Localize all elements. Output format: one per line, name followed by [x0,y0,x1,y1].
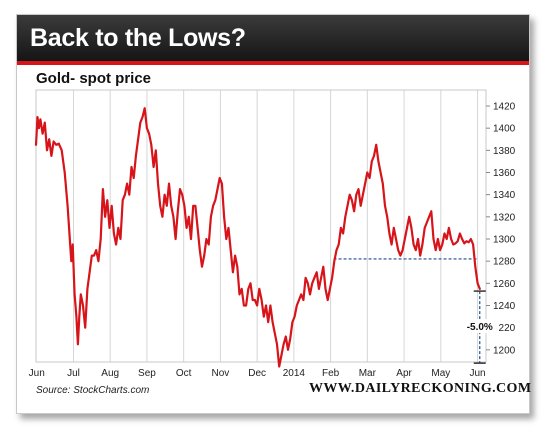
x-tick-label: Jul [67,368,80,379]
y-tick-label: 1280 [493,257,516,268]
x-tick-label: Jun [469,368,485,379]
x-tick-label: Sep [138,368,156,379]
x-tick-label: Oct [176,368,192,379]
grid [72,90,479,362]
x-tick-label: Feb [322,368,340,379]
x-tick-label: May [431,368,450,379]
y-tick-label: 1420 [493,102,516,113]
price-line [34,107,481,368]
y-tick-label: 1360 [493,168,516,179]
y-tick-label: 1340 [493,190,516,201]
y-axis: 1200 1220 1240 1260 1280 1300 1320 1340 1360 1380… [486,102,516,356]
x-tick-label: 2014 [283,368,306,379]
chart-title: Gold- spot price [36,70,152,87]
x-axis: Jun Jul Aug Sep Oct Nov Dec 2014 Feb Mar Apr May Jun [29,368,486,379]
header-bar: Back to the Lows? [17,15,529,61]
x-tick-label: Nov [212,368,230,379]
x-tick-label: Apr [396,368,412,379]
header-accent-rule [17,61,529,65]
series [34,107,481,368]
annotations: -5.0% [333,258,499,364]
source-note: Source: StockCharts.com [36,385,150,396]
x-tick-label: Dec [248,368,266,379]
y-tick-label: 1200 [493,345,516,356]
y-tick-label: 1220 [493,323,516,334]
header-title: Back to the Lows? [30,24,246,52]
y-tick-label: 1400 [493,124,516,135]
bracket-label-bg [460,319,499,334]
y-tick-label: 1300 [493,235,516,246]
gold-price-chart: Jun Jul Aug Sep Oct Nov Dec 2014 Feb Mar Apr May Jun… [29,89,516,379]
x-tick-label: Mar [359,368,377,379]
x-tick-label: Aug [101,368,119,379]
y-tick-label: 1380 [493,146,516,157]
chart-card: Back to the Lows? Gold- spot price Jun Ju… [16,14,532,414]
brand-url: WWW.DAILYRECKONING.COM [309,381,532,396]
x-tick-label: Jun [29,368,45,379]
y-tick-label: 1320 [493,212,516,223]
y-tick-label: 1260 [493,279,516,290]
plot-frame [35,89,487,363]
bracket-label: -5.0% [467,322,493,333]
y-tick-label: 1240 [493,301,516,312]
